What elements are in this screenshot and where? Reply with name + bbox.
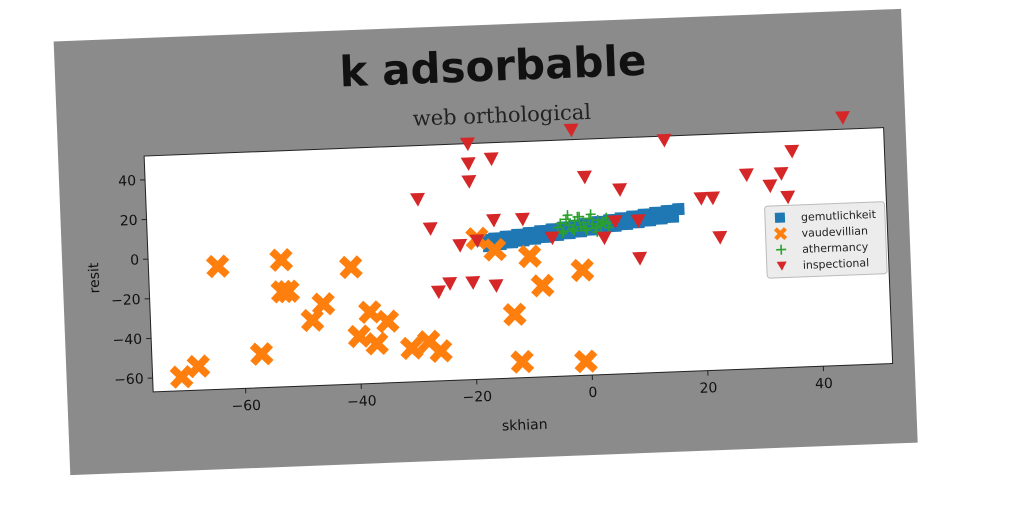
y-tick-label: 40 (118, 173, 136, 190)
x-tick-label: −40 (347, 393, 377, 410)
x-tick-label: −20 (462, 389, 492, 406)
legend-marker-gemutlichkeit (775, 213, 785, 223)
x-tick-label: −60 (231, 398, 261, 415)
y-tick-label: −60 (114, 371, 144, 388)
y-axis-label: resit (86, 262, 103, 294)
data-point-gemutlichkeit (506, 236, 518, 248)
legend: gemutlichkeit vaudevillian athermancy in… (765, 202, 888, 279)
legend-label-inspectional: inspectional (803, 256, 870, 272)
data-point-gemutlichkeit (655, 212, 667, 224)
x-tick-label: 40 (815, 376, 833, 393)
legend-label-athermancy: athermancy (802, 240, 869, 256)
y-tick-label: −40 (112, 332, 142, 349)
y-tick-label: 20 (119, 213, 137, 230)
legend-label-vaudevillian: vaudevillian (801, 224, 868, 240)
x-tick-label: 20 (699, 380, 717, 397)
data-point-gemutlichkeit (621, 218, 633, 230)
data-point-gemutlichkeit (667, 210, 679, 222)
data-point-gemutlichkeit (529, 232, 541, 244)
y-tick-label: −20 (111, 292, 141, 309)
x-tick-label: 0 (588, 385, 598, 401)
x-axis-label: skhian (502, 417, 548, 435)
y-tick-label: 0 (130, 252, 140, 268)
data-point-gemutlichkeit (517, 234, 529, 246)
data-point-gemutlichkeit (644, 214, 656, 226)
